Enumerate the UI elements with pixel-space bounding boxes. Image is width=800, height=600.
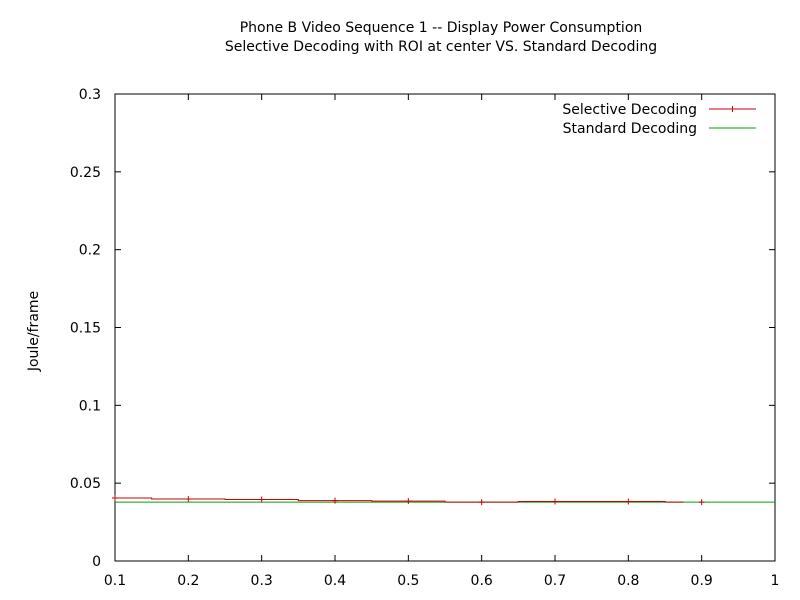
- legend-label-standard-decoding: Standard Decoding: [563, 121, 697, 137]
- data-point-selective-decoding: [332, 497, 338, 504]
- x-tick-label: 0.4: [324, 573, 346, 589]
- data-point-selective-decoding: [625, 498, 632, 505]
- plot-frame: [114, 93, 776, 562]
- axes: 0.1 0.2 0.3 0.4 0.5 0.6 0.7 0.8 0.9 1 0 0.05 0.1 0.15…: [70, 87, 780, 589]
- x-tick-label: 0.7: [544, 573, 566, 589]
- x-tick-label: 0.6: [471, 573, 493, 589]
- x-tick-label: 0.2: [177, 573, 199, 589]
- y-tick-label: 0.15: [70, 321, 101, 337]
- data-point-selective-decoding: [405, 498, 412, 505]
- legend-label-selective-decoding: Selective Decoding: [562, 102, 697, 118]
- y-tick-label: 0.1: [79, 398, 101, 414]
- legend: Selective Decoding Standard Decoding: [562, 102, 756, 137]
- data-point-selective-decoding: [478, 499, 485, 506]
- data-point-selective-decoding: [552, 498, 558, 505]
- x-tick-label: 0.1: [104, 573, 126, 589]
- y-axis-label: Joule/frame: [26, 291, 42, 372]
- y-tick-label: 0.2: [79, 243, 101, 259]
- x-tick-label: 1: [771, 573, 780, 589]
- x-tick-label: 0.3: [251, 573, 273, 589]
- y-tick-label: 0: [92, 554, 101, 570]
- x-tick-label: 0.9: [691, 573, 713, 589]
- data-series: [112, 494, 775, 506]
- data-point-selective-decoding: [258, 496, 265, 503]
- data-point-selective-decoding: [112, 494, 118, 501]
- series-line-selective-decoding: [115, 497, 684, 503]
- data-point-selective-decoding: [698, 499, 705, 506]
- y-tick-label: 0.3: [79, 87, 101, 103]
- y-tick-label: 0.05: [70, 476, 101, 492]
- y-tick-label: 0.25: [70, 165, 101, 181]
- x-tick-label: 0.5: [397, 573, 419, 589]
- x-tick-label: 0.8: [617, 573, 639, 589]
- chart-title-line-2: Selective Decoding with ROI at center VS…: [225, 39, 657, 55]
- data-point-selective-decoding: [185, 496, 192, 503]
- chart-title-line-1: Phone B Video Sequence 1 -- Display Powe…: [240, 20, 643, 36]
